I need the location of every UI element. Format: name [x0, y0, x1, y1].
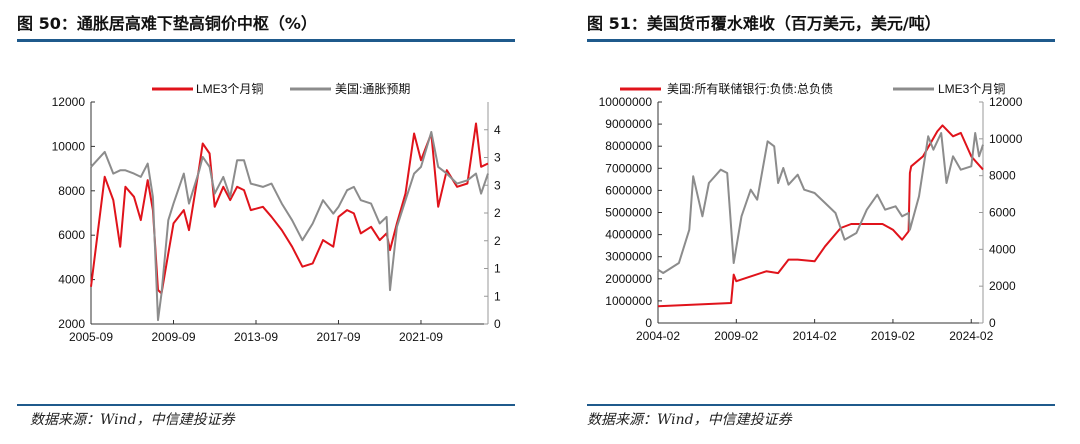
x-tick-label: 2021-09 — [399, 330, 443, 344]
series-line-1 — [657, 124, 984, 308]
left-y-tick-label: 3000000 — [605, 250, 652, 264]
left-figure-title: 图 50：通胀居高难下垫高铜价中枢（%） — [17, 14, 317, 33]
legend-label-1: LME3个月铜 — [196, 81, 263, 96]
left-source: 数据来源：Wind，中信建投证券 — [30, 412, 235, 428]
left-y-tick-label: 7000000 — [605, 161, 652, 175]
x-tick-label: 2009-02 — [714, 329, 758, 343]
right-y-tick-label: 6000 — [989, 206, 1016, 220]
right-y-tick-label: 12000 — [989, 95, 1023, 109]
right-y-tick-label: 2 — [494, 234, 501, 248]
right-y-tick-label: 4 — [494, 123, 501, 137]
x-tick-label: 2024-02 — [949, 329, 993, 343]
left-y-tick-label: 8000000 — [605, 139, 652, 153]
right-source-rule — [587, 404, 1055, 406]
x-tick-label: 2017-09 — [316, 330, 360, 344]
right-y-tick-label: 0 — [989, 316, 996, 330]
left-y-tick-label: 8000 — [58, 184, 85, 198]
right-y-tick-label: 1 — [494, 289, 501, 303]
left-y-tick-label: 2000 — [58, 317, 85, 331]
x-tick-label: 2009-09 — [151, 330, 195, 344]
x-tick-label: 2013-09 — [234, 330, 278, 344]
right-y-tick-label: 4000 — [989, 242, 1016, 256]
left-y-tick-label: 5000000 — [605, 206, 652, 220]
left-y-tick-label: 6000000 — [605, 183, 652, 197]
right-y-tick-label: 2 — [494, 206, 501, 220]
left-y-tick-label: 4000 — [58, 273, 85, 287]
left-y-tick-label: 6000 — [58, 228, 85, 242]
chart-2: 0 1000000 2000000 3000000 4000000 5000000 6000… — [599, 81, 1023, 343]
right-y-tick-label: 10000 — [989, 132, 1023, 146]
x-tick-label: 2014-02 — [793, 329, 837, 343]
legend-label-2: 美国:通胀预期 — [335, 82, 410, 96]
chart-1: 2000 4000 6000 8000 10000 12000 0 1 1 2 2 3 3 4 2005-0… — [52, 81, 501, 344]
left-y-tick-label: 4000000 — [605, 228, 652, 242]
x-tick-label: 2004-02 — [636, 329, 680, 343]
series-line-2 — [90, 131, 489, 322]
left-y-tick-label: 0 — [645, 316, 652, 330]
series-line-2 — [657, 132, 984, 274]
legend-label-1: 美国:所有联储银行:负债:总负债 — [667, 81, 833, 96]
right-y-tick-label: 0 — [494, 317, 501, 331]
x-tick-label: 2005-09 — [69, 330, 113, 344]
left-y-tick-label: 2000000 — [605, 272, 652, 286]
left-y-tick-label: 10000 — [52, 139, 86, 153]
x-tick-label: 2019-02 — [871, 329, 915, 343]
left-y-tick-label: 10000000 — [599, 95, 653, 109]
left-y-tick-label: 12000 — [52, 95, 86, 109]
left-source-rule — [17, 404, 515, 406]
left-y-tick-label: 1000000 — [605, 294, 652, 308]
left-title-rule — [17, 39, 515, 42]
right-y-tick-label: 1 — [494, 262, 501, 276]
right-title-rule — [587, 39, 1055, 42]
legend-label-2: LME3个月铜 — [938, 81, 1005, 96]
right-y-tick-label: 8000 — [989, 169, 1016, 183]
left-y-tick-label: 9000000 — [605, 117, 652, 131]
right-figure-title: 图 51：美国货币覆水难收（百万美元，美元/吨） — [587, 14, 941, 33]
right-y-tick-label: 2000 — [989, 279, 1016, 293]
right-source: 数据来源：Wind，中信建投证券 — [587, 412, 792, 428]
series-line-1 — [90, 122, 489, 295]
right-y-tick-label: 3 — [494, 151, 501, 165]
right-y-tick-label: 3 — [494, 178, 501, 192]
